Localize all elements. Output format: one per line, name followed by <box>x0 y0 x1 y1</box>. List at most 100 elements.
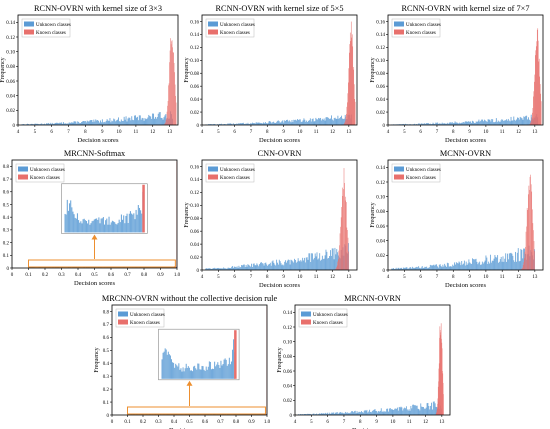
histogram-bar <box>315 414 317 415</box>
histogram-bar <box>223 123 225 125</box>
histogram-bar <box>105 120 107 125</box>
histogram-bar <box>371 411 373 415</box>
inset-bar <box>218 364 220 379</box>
histogram-bar <box>257 122 259 125</box>
histogram-bar <box>277 262 278 270</box>
histogram-bar <box>370 412 372 415</box>
histogram-bar <box>529 124 531 125</box>
inset-bar <box>167 351 169 379</box>
series-known <box>514 174 535 270</box>
zoom-arrow-head <box>186 380 193 386</box>
histogram-bar <box>329 118 331 125</box>
legend-swatch-unknown <box>301 311 311 317</box>
inset-bar <box>115 223 117 233</box>
histogram-bar <box>162 267 164 268</box>
histogram-bar <box>328 258 330 270</box>
histogram-bar <box>317 119 319 125</box>
y-tick-label: 0.4 <box>3 216 10 221</box>
histogram-bar <box>388 411 389 415</box>
histogram-bar <box>164 115 166 125</box>
histogram-bar <box>529 120 531 125</box>
histogram-bar <box>486 257 488 270</box>
x-axis-label: Decision scores <box>445 282 486 289</box>
y-tick-label: 0.04 <box>190 98 199 103</box>
histogram-bar <box>538 61 540 125</box>
y-tick-label: 0.6 <box>103 336 110 341</box>
histogram-bar <box>438 123 439 125</box>
histogram-bar <box>333 259 335 270</box>
histogram-bar <box>257 264 259 270</box>
legend-swatch-known <box>394 29 404 35</box>
histogram-bar <box>520 117 522 125</box>
histogram-bar <box>244 124 246 125</box>
y-tick-label: 0.06 <box>376 225 385 230</box>
inset-bar <box>105 220 107 233</box>
histogram-bar <box>533 241 535 270</box>
inset-bar <box>65 214 67 233</box>
histogram-bar <box>167 105 168 125</box>
histogram-bar <box>262 414 264 415</box>
histogram-bar <box>509 253 511 270</box>
histogram-bar <box>321 259 322 270</box>
histogram-bar <box>430 405 432 415</box>
x-tick-label: 13 <box>346 275 352 280</box>
histogram-bar <box>319 253 321 270</box>
x-tick-label: 11 <box>500 275 505 280</box>
histogram-bar <box>498 121 500 125</box>
histogram-bar <box>140 119 142 125</box>
histogram-bar <box>436 122 438 125</box>
histogram-bar <box>518 261 520 270</box>
inset-bar <box>231 349 234 379</box>
y-tick-label: 0.08 <box>190 72 199 77</box>
histogram-bar <box>412 404 414 415</box>
inset-bar <box>116 224 118 233</box>
histogram-bar <box>434 403 436 415</box>
histogram-bar <box>318 413 320 415</box>
histogram-bar <box>430 124 432 125</box>
histogram-bar <box>301 121 303 125</box>
histogram-bar <box>454 264 456 270</box>
histogram-bar <box>516 252 518 270</box>
chart-title: RCNN-OVRN with kernel size of 7×7 <box>402 4 530 13</box>
inset-bar <box>67 210 69 233</box>
histogram-bar <box>361 412 363 415</box>
inset-bar <box>107 224 109 233</box>
histogram-bar <box>241 265 243 270</box>
histogram-bar <box>511 253 513 270</box>
histogram-bar <box>515 120 517 125</box>
histogram-bar <box>345 202 347 270</box>
x-axis-label: Decision scores <box>352 427 393 429</box>
histogram-bar <box>321 255 323 270</box>
histogram-bar <box>251 123 253 125</box>
histogram-bar <box>327 117 329 125</box>
histogram-bar <box>452 123 454 125</box>
histogram-bar <box>515 261 517 270</box>
histogram-bar <box>437 386 439 415</box>
y-axis-label: Frequency <box>184 202 190 227</box>
histogram-bar <box>74 121 76 125</box>
histogram-bar <box>422 124 424 125</box>
histogram-bar <box>522 119 524 125</box>
histogram-bar <box>331 119 333 125</box>
histogram-bar <box>510 116 512 125</box>
histogram-bar <box>516 119 517 125</box>
histogram-bar <box>361 411 362 415</box>
chart-title: RCNN-OVRN with kernel size of 5×5 <box>216 4 344 13</box>
histogram-bar <box>50 124 52 125</box>
x-axis-label: Decision scores <box>259 137 300 144</box>
histogram-bar <box>215 268 217 270</box>
x-tick-label: 13 <box>532 130 538 135</box>
histogram-bar <box>450 266 452 270</box>
histogram-bar <box>263 122 264 125</box>
histogram-bar <box>143 120 145 125</box>
histogram-bar <box>242 265 243 270</box>
x-tick-label: 0.9 <box>248 420 255 425</box>
histogram-bar <box>513 116 515 125</box>
histogram-bar <box>319 413 321 415</box>
series-unknown <box>205 114 353 125</box>
histogram-bar <box>107 120 109 125</box>
histogram-bar <box>242 122 244 125</box>
histogram-bar <box>265 262 267 270</box>
histogram-bar <box>243 123 245 125</box>
histogram-bar <box>347 413 349 415</box>
